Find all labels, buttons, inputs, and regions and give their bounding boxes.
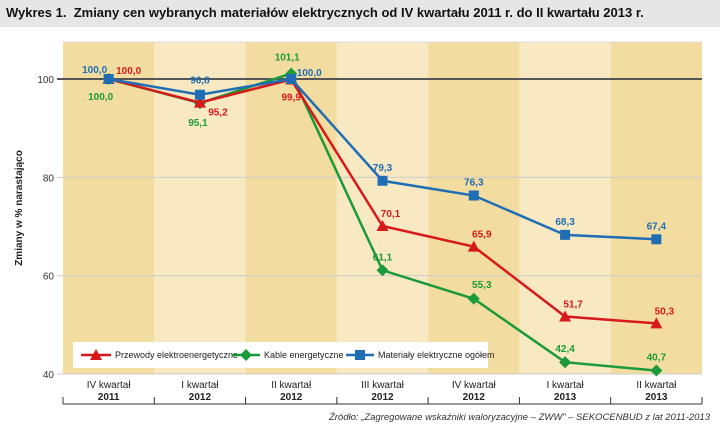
legend-box <box>73 342 488 368</box>
y-axis-label: Zmiany w % narastająco <box>14 150 25 266</box>
x-tick-year: 2013 <box>645 392 668 403</box>
column-band <box>519 42 611 374</box>
data-point <box>376 264 389 277</box>
x-tick-label: I kwartał <box>181 380 219 391</box>
data-label: 100,0 <box>297 68 322 79</box>
data-point <box>559 356 572 369</box>
legend-marker <box>355 350 365 360</box>
data-label: 42,4 <box>555 344 575 355</box>
data-label: 96,8 <box>190 76 210 87</box>
y-tick-label: 80 <box>43 173 55 184</box>
data-label: 101,1 <box>275 53 300 64</box>
data-label: 61,1 <box>373 252 393 263</box>
x-tick-year: 2012 <box>371 392 394 403</box>
data-label: 100,0 <box>116 66 141 77</box>
column-band <box>63 42 155 374</box>
x-tick-label: IV kwartał <box>452 380 497 391</box>
data-label: 50,3 <box>655 306 675 317</box>
data-point <box>651 234 662 245</box>
source-note: Źródło: „Zagregowane wskaźniki waloryzac… <box>328 412 710 423</box>
column-band <box>245 42 337 374</box>
data-label: 70,1 <box>381 209 401 220</box>
x-tick-label: IV kwartał <box>87 380 132 391</box>
data-label: 100,0 <box>82 65 107 76</box>
data-label: 68,3 <box>555 217 575 228</box>
legend-marker <box>90 349 102 360</box>
title-bar: Wykres 1. Zmiany cen wybranych materiałó… <box>0 0 720 27</box>
x-tick-label: II kwartał <box>636 380 677 391</box>
x-tick-year: 2012 <box>463 392 486 403</box>
data-label: 65,9 <box>472 230 492 241</box>
data-point <box>467 240 480 252</box>
data-label: 76,3 <box>464 178 484 189</box>
data-label: 95,1 <box>188 118 208 129</box>
data-point <box>103 74 114 84</box>
data-point <box>468 190 479 201</box>
data-point <box>560 229 571 240</box>
data-point <box>286 74 297 84</box>
data-label: 99,9 <box>281 92 301 103</box>
data-label: 67,4 <box>647 221 667 232</box>
x-tick-label: III kwartał <box>361 380 405 391</box>
chart-title: Wykres 1. Zmiany cen wybranych materiałó… <box>6 5 644 20</box>
data-point <box>194 89 205 100</box>
data-point <box>376 220 389 232</box>
x-tick-year: 2012 <box>280 392 303 403</box>
data-label: 100,0 <box>88 92 113 103</box>
data-point <box>650 317 663 329</box>
y-tick-label: 60 <box>43 272 55 283</box>
data-point <box>467 292 480 305</box>
data-label: 40,7 <box>647 353 667 364</box>
x-tick-year: 2012 <box>189 392 212 403</box>
y-tick-label: 100 <box>37 75 54 86</box>
x-tick-year: 2013 <box>554 392 577 403</box>
data-point <box>377 175 388 186</box>
legend-label: Kable energetyczne <box>264 350 344 360</box>
legend-label: Materiały elektryczne ogółem <box>378 350 495 360</box>
legend-marker <box>240 349 252 361</box>
x-tick-label: II kwartał <box>271 380 312 391</box>
data-label: 79,3 <box>373 163 393 174</box>
y-tick-label: 40 <box>43 370 55 381</box>
x-tick-year: 2011 <box>98 392 120 403</box>
data-point <box>193 96 206 108</box>
data-label: 51,7 <box>563 299 583 310</box>
data-label: 55,3 <box>472 280 492 291</box>
data-label: 95,2 <box>208 108 228 119</box>
x-tick-label: I kwartał <box>546 380 584 391</box>
legend-label: Przewody elektroenergetyczne <box>115 350 238 360</box>
column-band <box>336 42 429 374</box>
data-point <box>650 364 663 377</box>
data-point <box>559 310 572 322</box>
